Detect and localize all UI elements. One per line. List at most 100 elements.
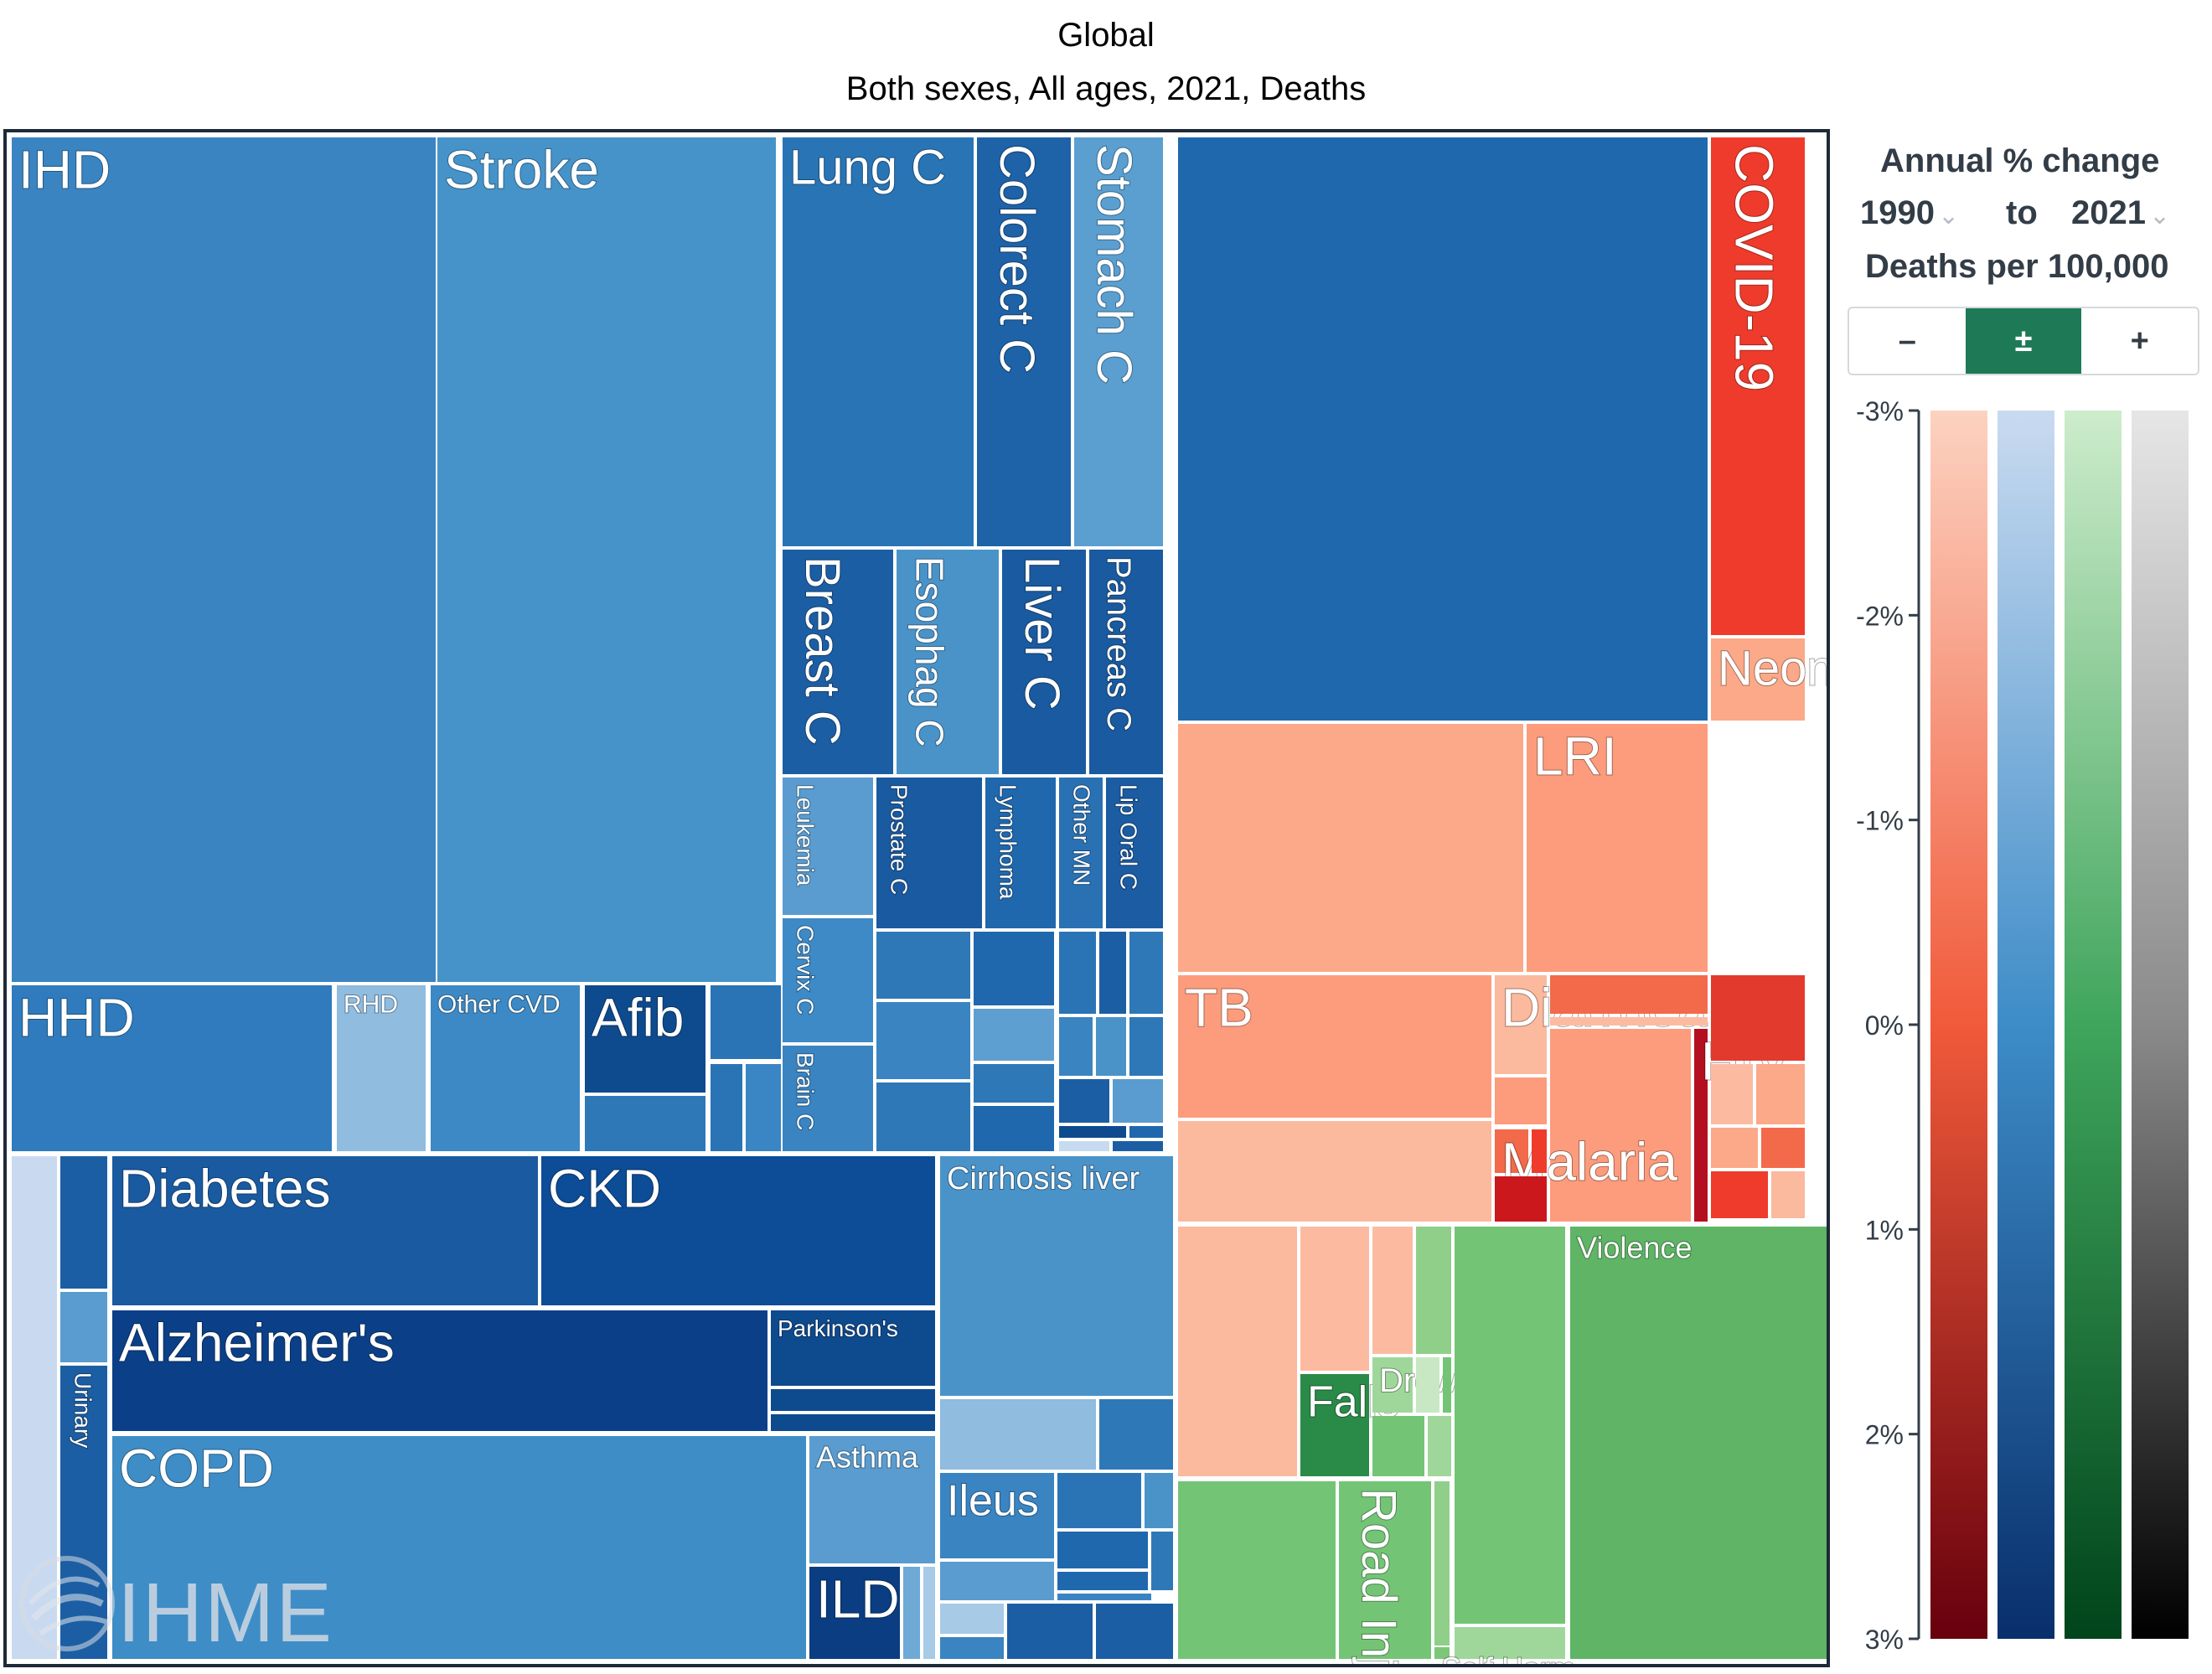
cell-unlabeled[interactable] (974, 932, 1054, 1005)
toggle-plus-button[interactable]: + (2130, 323, 2149, 359)
cell-unlabeled[interactable] (1178, 1121, 1491, 1222)
toggle-plusminus-button[interactable]: ± (1965, 308, 2082, 374)
cell-unlabeled[interactable] (1059, 932, 1096, 1014)
change-direction-toggle[interactable]: – ± + (1848, 307, 2199, 375)
cell-ileus[interactable] (940, 1473, 1054, 1558)
cell-unlabeled[interactable] (771, 1389, 935, 1411)
cell-unlabeled[interactable] (903, 1567, 920, 1659)
cell-unlabeled[interactable] (1455, 1227, 1565, 1624)
cell-unlabeled[interactable] (1059, 1141, 1109, 1151)
cell-unlabeled[interactable] (1129, 1017, 1163, 1076)
cell-afib[interactable] (585, 985, 705, 1093)
cell-unlabeled[interactable] (1096, 1604, 1173, 1659)
cell-unlabeled[interactable] (1761, 1128, 1805, 1168)
cell-asthma[interactable] (809, 1436, 935, 1563)
cell-unlabeled[interactable] (1495, 1077, 1547, 1124)
cell-unlabeled[interactable] (1113, 1141, 1163, 1151)
cell-unlabeled[interactable] (1756, 1064, 1805, 1124)
cell-unlabeled[interactable] (940, 1562, 1054, 1600)
cell-unlabeled[interactable] (1057, 1473, 1141, 1528)
cell-hiv[interactable] (1694, 1029, 1708, 1222)
cell-copd[interactable] (112, 1436, 806, 1659)
cell-ild[interactable] (809, 1567, 900, 1659)
cell-unlabeled[interactable] (923, 1567, 935, 1659)
cell-hhd[interactable] (12, 985, 332, 1151)
cell-unlabeled[interactable] (1099, 1399, 1173, 1470)
cell-unlabeled[interactable] (60, 1292, 107, 1362)
cell-cervix-c[interactable] (783, 918, 873, 1042)
cell-unlabeled[interactable] (876, 1002, 970, 1079)
cell-unlabeled[interactable] (974, 1064, 1054, 1103)
cell-unlabeled[interactable] (974, 1009, 1054, 1061)
cell-stomach-c[interactable] (1074, 137, 1163, 546)
cell-alzheimers[interactable] (112, 1310, 767, 1431)
cell-unlabeled[interactable] (1372, 1227, 1413, 1354)
cell-unlabeled[interactable] (1057, 1572, 1148, 1590)
cell-unlabeled[interactable] (711, 1064, 742, 1151)
cell-unlabeled[interactable] (771, 1414, 935, 1431)
cell-esophag-c[interactable] (897, 550, 999, 774)
cell-unlabeled[interactable] (1771, 1171, 1805, 1218)
cell-road-inj[interactable] (1339, 1481, 1431, 1659)
cell-neonatal[interactable] (1711, 638, 1805, 721)
cell-unlabeled[interactable] (876, 932, 970, 999)
cell-unlabeled[interactable] (940, 1637, 1004, 1659)
cell-lri[interactable] (1527, 724, 1708, 972)
cell-falls[interactable] (1300, 1374, 1369, 1476)
cell-unlabeled[interactable] (1099, 932, 1126, 1014)
cell-unlabeled[interactable] (1300, 1227, 1369, 1371)
cell-unlabeled[interactable] (876, 1082, 970, 1151)
cell-unlabeled[interactable] (974, 1106, 1054, 1151)
cell-unlabeled[interactable] (940, 1399, 1096, 1470)
cell-unlabeled[interactable] (1550, 1029, 1691, 1222)
cell-lymphoma[interactable] (985, 778, 1056, 928)
cell-unlabeled[interactable] (746, 1064, 781, 1151)
cell-parkinsons[interactable] (771, 1310, 935, 1386)
cell-unlabeled[interactable] (1711, 1064, 1753, 1124)
cell-unlabeled[interactable] (1434, 1481, 1450, 1646)
cell-unlabeled[interactable] (60, 1156, 107, 1289)
cell-unlabeled[interactable] (1372, 1416, 1424, 1476)
cell-urinary[interactable] (60, 1366, 107, 1659)
cell-drown[interactable] (1372, 1357, 1413, 1413)
cell-unlabeled[interactable] (1443, 1357, 1451, 1413)
cell-pancreas-c[interactable] (1089, 550, 1163, 774)
cell-unlabeled[interactable] (1178, 137, 1708, 721)
cell-unlabeled[interactable] (1532, 1129, 1547, 1173)
cell-unlabeled[interactable] (585, 1096, 705, 1151)
cell-diarrhea[interactable] (1495, 975, 1547, 1074)
cell-covid-19[interactable] (1711, 137, 1805, 635)
cell-unlabeled[interactable] (1428, 1416, 1451, 1476)
cell-unlabeled[interactable] (1113, 1079, 1163, 1123)
cell-unlabeled[interactable] (1057, 1532, 1148, 1568)
cell-self-harm[interactable] (1434, 1647, 1450, 1659)
cell-lung-c[interactable] (783, 137, 974, 546)
cell-unlabeled[interactable] (940, 1604, 1004, 1634)
cell-ckd[interactable] (541, 1156, 935, 1305)
cell-unlabeled[interactable] (1711, 975, 1805, 1061)
cell-unlabeled[interactable] (1550, 975, 1708, 1014)
cell-unlabeled[interactable] (1096, 1017, 1126, 1076)
year-to-select[interactable]: 2021 ⌄ (2071, 194, 2170, 232)
cell-cirrhosis-liver[interactable] (940, 1156, 1173, 1396)
cell-unlabeled[interactable] (1059, 1126, 1126, 1138)
year-from-select[interactable]: 1990 ⌄ (1860, 194, 1959, 232)
cell-unlabeled[interactable] (1550, 1017, 1708, 1026)
cell-stroke[interactable] (437, 137, 776, 982)
cell-unlabeled[interactable] (1145, 1473, 1173, 1528)
cell-rhd[interactable] (337, 985, 426, 1151)
cell-unlabeled[interactable] (1711, 1171, 1768, 1218)
cell-unlabeled[interactable] (711, 985, 781, 1059)
cell-unlabeled[interactable] (1178, 1481, 1336, 1659)
cell-unlabeled[interactable] (1059, 1079, 1109, 1123)
cell-leukemia[interactable] (783, 778, 873, 915)
cell-lip-oral-c[interactable] (1106, 778, 1163, 928)
cell-liver-c[interactable] (1002, 550, 1086, 774)
cell-unlabeled[interactable] (1129, 932, 1163, 1014)
cell-unlabeled[interactable] (1057, 1594, 1151, 1600)
cell-malaria[interactable] (1495, 1129, 1528, 1173)
cell-diabetes[interactable] (112, 1156, 538, 1305)
toggle-minus-button[interactable]: – (1898, 323, 1916, 359)
cell-unlabeled[interactable] (1455, 1627, 1565, 1659)
cell-unlabeled[interactable] (1495, 1176, 1547, 1222)
